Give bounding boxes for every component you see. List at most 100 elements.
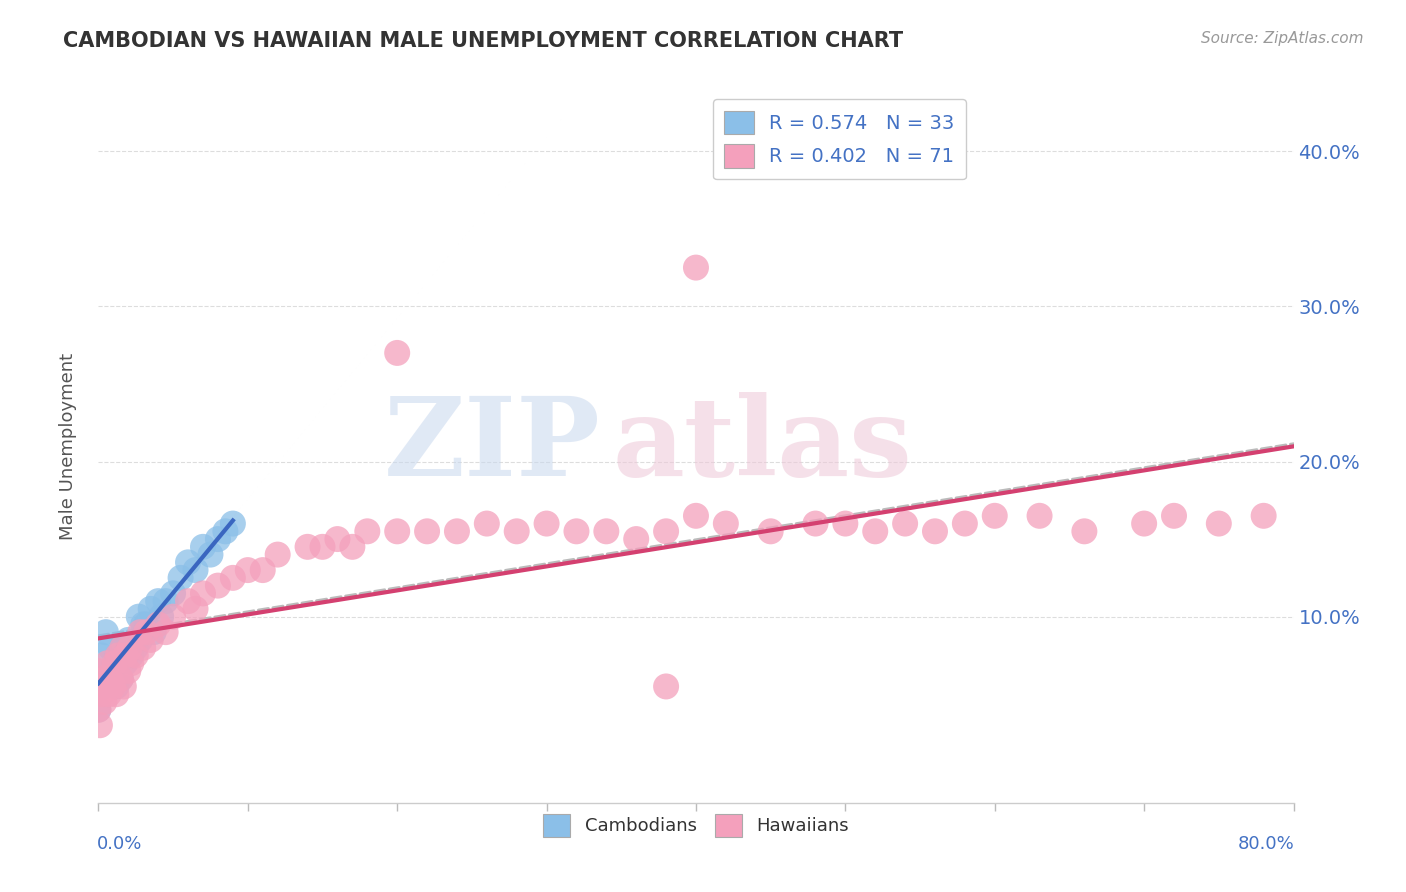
- Point: [1163, 508, 1185, 523]
- Point: [184, 602, 207, 616]
- Point: [655, 680, 678, 694]
- Point: [89, 718, 111, 732]
- Point: [148, 594, 170, 608]
- Text: Source: ZipAtlas.com: Source: ZipAtlas.com: [1201, 31, 1364, 46]
- Text: 80.0%: 80.0%: [1237, 835, 1295, 853]
- Point: [117, 632, 139, 647]
- Point: [416, 524, 439, 539]
- Point: [87, 703, 110, 717]
- Point: [1208, 516, 1230, 531]
- Point: [91, 672, 114, 686]
- Point: [252, 563, 274, 577]
- Point: [685, 508, 707, 523]
- Point: [222, 571, 245, 585]
- Point: [655, 524, 678, 539]
- Point: [565, 524, 588, 539]
- Text: ZIP: ZIP: [384, 392, 600, 500]
- Point: [169, 571, 191, 585]
- Point: [506, 524, 529, 539]
- Point: [135, 625, 157, 640]
- Point: [155, 625, 177, 640]
- Point: [111, 640, 134, 655]
- Point: [93, 695, 115, 709]
- Point: [200, 548, 222, 562]
- Point: [139, 602, 162, 616]
- Point: [207, 532, 229, 546]
- Point: [110, 672, 132, 686]
- Point: [162, 586, 184, 600]
- Point: [236, 563, 259, 577]
- Point: [191, 586, 214, 600]
- Point: [118, 640, 141, 655]
- Point: [626, 532, 648, 546]
- Point: [150, 609, 173, 624]
- Point: [132, 617, 155, 632]
- Legend: R = 0.574   N = 33, R = 0.402   N = 71: R = 0.574 N = 33, R = 0.402 N = 71: [713, 99, 966, 179]
- Point: [132, 640, 155, 655]
- Point: [267, 548, 290, 562]
- Point: [125, 640, 148, 655]
- Point: [107, 648, 129, 663]
- Point: [297, 540, 319, 554]
- Point: [326, 532, 349, 546]
- Point: [177, 594, 200, 608]
- Point: [162, 609, 184, 624]
- Point: [894, 516, 917, 531]
- Point: [342, 540, 364, 554]
- Point: [385, 346, 409, 360]
- Point: [214, 524, 236, 539]
- Point: [953, 516, 976, 531]
- Point: [117, 664, 139, 678]
- Point: [120, 648, 142, 663]
- Point: [714, 516, 737, 531]
- Point: [128, 609, 150, 624]
- Point: [1253, 508, 1275, 523]
- Point: [475, 516, 498, 531]
- Point: [114, 648, 136, 663]
- Point: [356, 524, 378, 539]
- Point: [177, 555, 200, 569]
- Text: atlas: atlas: [613, 392, 912, 500]
- Point: [834, 516, 856, 531]
- Point: [804, 516, 827, 531]
- Point: [155, 594, 177, 608]
- Point: [112, 680, 135, 694]
- Point: [105, 687, 128, 701]
- Point: [98, 672, 122, 686]
- Point: [90, 648, 112, 663]
- Point: [91, 680, 114, 694]
- Point: [110, 672, 132, 686]
- Point: [1028, 508, 1050, 523]
- Point: [1073, 524, 1095, 539]
- Point: [114, 656, 136, 670]
- Point: [207, 579, 229, 593]
- Text: CAMBODIAN VS HAWAIIAN MALE UNEMPLOYMENT CORRELATION CHART: CAMBODIAN VS HAWAIIAN MALE UNEMPLOYMENT …: [63, 31, 904, 51]
- Point: [984, 508, 1007, 523]
- Point: [94, 625, 117, 640]
- Point: [111, 640, 134, 655]
- Point: [595, 524, 617, 539]
- Y-axis label: Male Unemployment: Male Unemployment: [59, 352, 77, 540]
- Point: [94, 680, 117, 694]
- Point: [129, 625, 152, 640]
- Point: [148, 617, 170, 632]
- Point: [125, 648, 148, 663]
- Point: [685, 260, 707, 275]
- Point: [104, 656, 127, 670]
- Point: [759, 524, 782, 539]
- Point: [98, 640, 122, 655]
- Point: [90, 687, 112, 701]
- Point: [191, 540, 214, 554]
- Point: [1133, 516, 1156, 531]
- Point: [97, 672, 120, 686]
- Point: [385, 524, 409, 539]
- Point: [222, 516, 245, 531]
- Point: [139, 632, 162, 647]
- Point: [924, 524, 946, 539]
- Point: [107, 648, 129, 663]
- Point: [129, 632, 152, 647]
- Point: [446, 524, 468, 539]
- Point: [103, 680, 125, 694]
- Point: [105, 680, 128, 694]
- Point: [536, 516, 558, 531]
